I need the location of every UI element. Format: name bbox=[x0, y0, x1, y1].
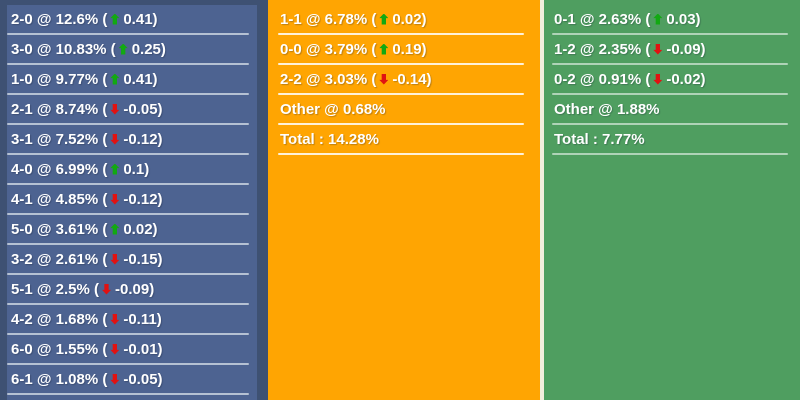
down-arrow-icon bbox=[110, 373, 120, 385]
score-row-4-2: 4-2 @ 1.68% (-0.11) bbox=[11, 310, 162, 328]
score-row-4-0: 4-0 @ 6.99% (0.1) bbox=[11, 160, 150, 178]
row-separator bbox=[7, 273, 249, 275]
row-separator bbox=[278, 123, 524, 125]
down-arrow-icon bbox=[110, 313, 120, 325]
row-separator bbox=[552, 63, 788, 65]
row-separator bbox=[7, 63, 249, 65]
score-row-2-2: 2-2 @ 3.03% (-0.14) bbox=[280, 70, 432, 88]
row-separator bbox=[7, 153, 249, 155]
score-row-5-1: 5-1 @ 2.5% (-0.09) bbox=[11, 280, 155, 298]
score-row-3-2: 3-2 @ 2.61% (-0.15) bbox=[11, 250, 163, 268]
down-arrow-icon bbox=[110, 103, 120, 115]
row-separator bbox=[7, 393, 249, 395]
up-arrow-icon bbox=[110, 13, 120, 25]
down-arrow-icon bbox=[110, 193, 120, 205]
down-arrow-icon bbox=[653, 73, 663, 85]
score-row-0-0: 0-0 @ 3.79% (0.19) bbox=[280, 40, 427, 58]
score-row-total: Total : 14.28% bbox=[280, 130, 379, 148]
panel-divider bbox=[540, 0, 544, 400]
score-row-2-0: 2-0 @ 12.6% (0.41) bbox=[11, 10, 158, 28]
row-separator bbox=[278, 33, 524, 35]
away-scores-panel: 0-1 @ 2.63% (0.03) 1-2 @ 2.35% (-0.09) 0-2… bbox=[544, 0, 800, 400]
score-row-3-0: 3-0 @ 10.83% (0.25) bbox=[11, 40, 166, 58]
row-separator bbox=[7, 333, 249, 335]
row-separator bbox=[7, 183, 249, 185]
score-row-1-0: 1-0 @ 9.77% (0.41) bbox=[11, 70, 158, 88]
down-arrow-icon bbox=[379, 73, 389, 85]
score-row-1-1: 1-1 @ 6.78% (0.02) bbox=[280, 10, 427, 28]
row-separator bbox=[552, 93, 788, 95]
score-row-3-1: 3-1 @ 7.52% (-0.12) bbox=[11, 130, 163, 148]
up-arrow-icon bbox=[110, 73, 120, 85]
down-arrow-icon bbox=[102, 283, 111, 295]
row-separator bbox=[7, 243, 249, 245]
draw-scores-panel: 1-1 @ 6.78% (0.02) 0-0 @ 3.79% (0.19) 2-2 … bbox=[268, 0, 540, 400]
row-separator bbox=[278, 153, 524, 155]
row-separator bbox=[7, 93, 249, 95]
score-row-2-1: 2-1 @ 8.74% (-0.05) bbox=[11, 100, 163, 118]
row-separator bbox=[278, 93, 524, 95]
up-arrow-icon bbox=[379, 43, 389, 55]
row-separator bbox=[7, 123, 249, 125]
up-arrow-icon bbox=[118, 43, 128, 55]
score-row-total: Total : 7.77% bbox=[554, 130, 645, 148]
score-row-0-1: 0-1 @ 2.63% (0.03) bbox=[554, 10, 701, 28]
row-separator bbox=[278, 63, 524, 65]
score-row-4-1: 4-1 @ 4.85% (-0.12) bbox=[11, 190, 163, 208]
up-arrow-icon bbox=[110, 223, 120, 235]
up-arrow-icon bbox=[379, 13, 389, 25]
down-arrow-icon bbox=[110, 343, 120, 355]
score-row-0-2: 0-2 @ 0.91% (-0.02) bbox=[554, 70, 706, 88]
row-separator bbox=[7, 213, 249, 215]
score-row-6-1: 6-1 @ 1.08% (-0.05) bbox=[11, 370, 163, 388]
row-separator bbox=[7, 303, 249, 305]
home-scores-panel: 2-0 @ 12.6% (0.41) 3-0 @ 10.83% (0.25) 1-0… bbox=[7, 5, 257, 400]
score-row-5-0: 5-0 @ 3.61% (0.02) bbox=[11, 220, 158, 238]
row-separator bbox=[7, 363, 249, 365]
score-row-6-0: 6-0 @ 1.55% (-0.01) bbox=[11, 340, 163, 358]
score-row-other: Other @ 1.88% bbox=[554, 100, 660, 118]
score-row-1-2: 1-2 @ 2.35% (-0.09) bbox=[554, 40, 706, 58]
up-arrow-icon bbox=[653, 13, 663, 25]
row-separator bbox=[552, 33, 788, 35]
row-separator bbox=[552, 153, 788, 155]
score-row-other: Other @ 0.68% bbox=[280, 100, 386, 118]
down-arrow-icon bbox=[110, 253, 120, 265]
row-separator bbox=[552, 123, 788, 125]
up-arrow-icon bbox=[110, 163, 120, 175]
down-arrow-icon bbox=[110, 133, 120, 145]
down-arrow-icon bbox=[653, 43, 663, 55]
row-separator bbox=[7, 33, 249, 35]
